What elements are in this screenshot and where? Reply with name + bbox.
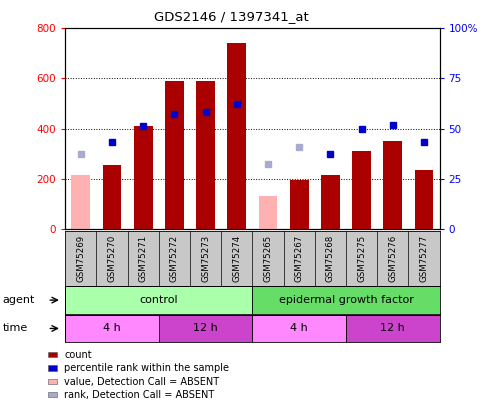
- Bar: [159, 315, 253, 342]
- Text: GSM75273: GSM75273: [201, 234, 210, 282]
- Bar: [253, 286, 440, 314]
- Text: 4 h: 4 h: [290, 324, 308, 333]
- Text: 12 h: 12 h: [381, 324, 405, 333]
- Bar: [258, 196, 277, 229]
- Bar: [352, 151, 371, 229]
- Bar: [321, 175, 340, 229]
- Text: time: time: [2, 324, 28, 333]
- Bar: [48, 352, 57, 357]
- Bar: [65, 286, 253, 314]
- Bar: [346, 315, 440, 342]
- Bar: [48, 379, 57, 384]
- Bar: [71, 175, 90, 229]
- Bar: [290, 180, 309, 229]
- Bar: [165, 81, 184, 229]
- Bar: [414, 170, 433, 229]
- Text: GSM75267: GSM75267: [295, 234, 304, 282]
- Text: control: control: [140, 295, 178, 305]
- Bar: [48, 365, 57, 371]
- Text: GSM75272: GSM75272: [170, 234, 179, 282]
- Text: 12 h: 12 h: [193, 324, 218, 333]
- Text: GSM75276: GSM75276: [388, 234, 397, 282]
- Bar: [103, 165, 121, 229]
- Text: GSM75268: GSM75268: [326, 234, 335, 282]
- Bar: [196, 81, 215, 229]
- Text: GSM75275: GSM75275: [357, 234, 366, 282]
- Text: percentile rank within the sample: percentile rank within the sample: [64, 363, 229, 373]
- Text: count: count: [64, 350, 92, 360]
- Text: GSM75265: GSM75265: [263, 234, 272, 282]
- Text: rank, Detection Call = ABSENT: rank, Detection Call = ABSENT: [64, 390, 214, 400]
- Text: GSM75271: GSM75271: [139, 234, 148, 282]
- Bar: [227, 43, 246, 229]
- Text: GSM75269: GSM75269: [76, 234, 85, 282]
- Text: 4 h: 4 h: [103, 324, 121, 333]
- Text: GSM75277: GSM75277: [419, 234, 428, 282]
- Text: GSM75274: GSM75274: [232, 234, 242, 282]
- Text: GDS2146 / 1397341_at: GDS2146 / 1397341_at: [155, 10, 309, 23]
- Text: GSM75270: GSM75270: [108, 234, 116, 282]
- Text: value, Detection Call = ABSENT: value, Detection Call = ABSENT: [64, 377, 219, 387]
- Bar: [384, 141, 402, 229]
- Bar: [134, 126, 153, 229]
- Text: epidermal growth factor: epidermal growth factor: [279, 295, 413, 305]
- Text: agent: agent: [2, 295, 35, 305]
- Bar: [65, 315, 159, 342]
- Bar: [253, 315, 346, 342]
- Bar: [48, 392, 57, 397]
